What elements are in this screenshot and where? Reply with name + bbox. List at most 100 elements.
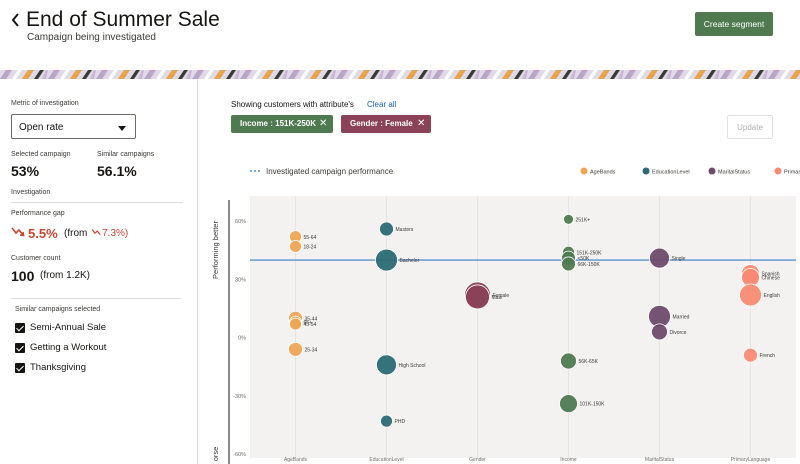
- bubble-label: French: [760, 353, 776, 359]
- checkbox-checked-icon[interactable]: [15, 343, 25, 353]
- bubble-label: 251K+: [576, 217, 591, 223]
- chart-legend: Investigated campaign performance AgeBand…: [250, 167, 800, 176]
- bubble-label: 45-54: [304, 322, 317, 328]
- bubble-label: 56K-65K: [579, 359, 599, 365]
- performance-gap-from: (from 7.3%): [64, 228, 128, 239]
- investigation-label: Investigation: [11, 189, 51, 196]
- filter-chip-income[interactable]: Income : 151K-250K ✕: [231, 115, 333, 133]
- customer-count-value: 100: [11, 268, 35, 284]
- similar-selected-label: Similar campaigns selected: [15, 306, 101, 313]
- page-header: End of Summer Sale Campaign being invest…: [0, 0, 800, 70]
- similar-campaigns-value: 56.1%: [97, 163, 137, 179]
- category-tick-label: PrimaryLanguage: [731, 457, 771, 463]
- reference-legend-label: Investigated campaign performance: [266, 167, 394, 176]
- page-subtitle: Campaign being investigated: [27, 32, 156, 43]
- bubble-label: Spanish: [762, 272, 780, 278]
- bubble-label: 18-24: [304, 244, 317, 250]
- filter-chip-gender[interactable]: Gender : Female ✕: [341, 115, 431, 133]
- data-bubble: [379, 221, 394, 237]
- category-tick-label: MaritalStatus: [645, 457, 675, 463]
- legend-label: PrimaryLanguage: [784, 170, 800, 176]
- bubble-label: Chinese: [762, 276, 781, 282]
- checkbox-checked-icon[interactable]: [15, 323, 25, 333]
- data-bubble: [563, 213, 574, 225]
- bubble-chart: Investigated campaign performance AgeBand…: [211, 167, 800, 464]
- chart-axes: AgeBands EducationLevel Gender Income Marita…: [211, 196, 796, 464]
- bubble-label: PHD: [395, 419, 406, 425]
- selected-campaign-label: Selected campaign: [11, 151, 71, 158]
- legend-swatch: [708, 167, 716, 175]
- category-tick-label: Gender: [469, 457, 486, 463]
- y-axis-label-top: Performing better: [211, 221, 220, 279]
- clear-all-link[interactable]: Clear all: [367, 100, 397, 109]
- plot-background: [250, 196, 796, 458]
- trend-down-small-icon: [91, 229, 101, 236]
- data-bubble: [559, 394, 578, 414]
- bubble-label: English: [764, 293, 781, 299]
- bubble-label: Male: [492, 295, 503, 301]
- section-divider: [11, 298, 181, 299]
- trend-down-icon: [11, 227, 25, 237]
- data-bubble: [649, 247, 670, 269]
- bubble-label: Single: [672, 256, 686, 262]
- customer-count-from: (from 1.2K): [40, 270, 91, 281]
- page-title: End of Summer Sale: [26, 8, 220, 31]
- performance-gap-from-prefix: (from: [64, 228, 88, 239]
- bubble-label: Bachelor: [400, 258, 420, 264]
- category-tick-label: AgeBands: [284, 457, 308, 463]
- update-button[interactable]: Update: [727, 115, 773, 139]
- bubble-label: 101K-150K: [580, 402, 606, 408]
- data-bubble: [561, 256, 576, 272]
- performance-gap-value: 5.5%: [28, 226, 58, 241]
- remove-chip-icon[interactable]: ✕: [319, 118, 328, 129]
- y-tick-label: 0%: [238, 336, 246, 342]
- y-axis-label-bottom: orse: [211, 447, 220, 462]
- performance-gap-from-value: 7.3%): [102, 228, 129, 239]
- bubble-label: <50K: [578, 256, 590, 262]
- bubble-label: 35-44: [305, 316, 318, 322]
- bubble-label: Divorce: [670, 330, 687, 336]
- bubble-label: Masters: [396, 227, 414, 233]
- data-bubble: [288, 341, 303, 357]
- legend-swatch: [774, 167, 782, 175]
- bubble-label: 151K-250K: [577, 250, 603, 256]
- bubble-label: High School: [399, 363, 426, 369]
- data-bubble: [380, 414, 393, 428]
- metric-select[interactable]: Open rate: [11, 114, 136, 139]
- similar-campaign-label: Getting a Workout: [30, 342, 107, 353]
- data-bubble: [560, 352, 577, 370]
- selected-campaign-value: 53%: [11, 163, 40, 179]
- left-panel: [0, 79, 198, 464]
- remove-chip-icon[interactable]: ✕: [417, 118, 426, 129]
- back-chevron-icon[interactable]: [10, 9, 22, 31]
- legend-swatch: [642, 167, 650, 175]
- legend-label: MaritalStatus: [718, 170, 750, 176]
- category-tick-label: Income: [560, 457, 577, 463]
- metric-label: Metric of investigation: [11, 100, 79, 107]
- bubble-label: 65+: [304, 320, 313, 326]
- metric-select-value: Open rate: [19, 122, 64, 133]
- data-bubble: [289, 240, 302, 253]
- y-tick-label: -30%: [233, 394, 246, 400]
- bubble-label: Married: [673, 314, 690, 320]
- data-bubble: [651, 323, 668, 341]
- bubble-label: 66K-150K: [578, 262, 601, 268]
- showing-label: Showing customers with attribute's: [231, 100, 354, 109]
- similar-campaigns-label: Similar campaigns: [97, 151, 155, 158]
- y-tick-label: 30%: [235, 277, 246, 283]
- y-tick-label: 60%: [235, 219, 246, 225]
- section-divider: [11, 202, 183, 203]
- filter-chip-label: Income : 151K-250K: [240, 119, 317, 128]
- bubble-label: Female: [493, 293, 510, 299]
- bubble-label: 25-34: [305, 347, 318, 353]
- y-tick-label: -60%: [233, 452, 246, 458]
- decorative-pattern-band: [0, 70, 800, 79]
- create-segment-button[interactable]: Create segment: [695, 12, 773, 36]
- customer-count-label: Customer count: [11, 255, 61, 262]
- data-bubble: [465, 284, 490, 310]
- legend-swatch: [580, 167, 588, 175]
- data-bubble: [375, 248, 398, 272]
- legend-label: EducationLevel: [652, 170, 690, 176]
- checkbox-checked-icon[interactable]: [15, 363, 25, 373]
